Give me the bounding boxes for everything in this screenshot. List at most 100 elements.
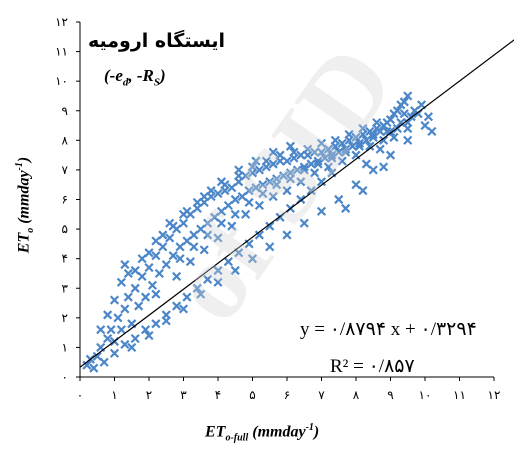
y-axis-label: ETo (mmday-1) (14, 156, 36, 254)
y-tick-label: ۷ (62, 163, 69, 177)
x-tick-label: ۸ (353, 388, 360, 402)
data-point (192, 197, 202, 208)
chart-title: ایستگاه ارومیه (88, 30, 226, 52)
r-squared: R² = ۰/۸۵۷ (330, 356, 415, 377)
data-point (316, 206, 327, 216)
data-point (296, 150, 306, 160)
y-axis-label-wrap: ETo (mmday-1) (12, 120, 38, 290)
data-point (427, 126, 437, 137)
data-point (282, 186, 292, 196)
data-point (103, 310, 113, 320)
data-point (109, 295, 120, 305)
data-point (116, 277, 126, 287)
data-point (330, 135, 340, 145)
data-point (213, 277, 223, 287)
data-point (203, 274, 213, 284)
data-point (113, 313, 123, 323)
x-tick-label: ۱۰ (419, 388, 432, 402)
data-point (96, 325, 106, 335)
data-point (278, 171, 289, 181)
data-point (341, 144, 351, 154)
data-point (299, 218, 309, 228)
data-point (237, 191, 247, 202)
data-point (120, 304, 130, 314)
data-point (168, 221, 178, 231)
regression-equation: y = ۰/۸۷۹۴ x + ۰/۳۲۹۴ (300, 319, 477, 340)
data-point (396, 118, 406, 128)
y-tick-label: ۰ (62, 370, 68, 384)
data-point (320, 153, 330, 163)
x-tick-label: ۱۲ (488, 388, 501, 402)
data-point (137, 254, 147, 264)
data-point (196, 224, 206, 234)
data-point (178, 218, 189, 228)
data-point (385, 150, 396, 160)
data-point (365, 141, 375, 151)
data-point (140, 325, 151, 335)
data-point (196, 289, 206, 299)
x-tick-label: ۶ (284, 388, 290, 402)
y-tick-label: ۳ (62, 281, 69, 295)
data-point (351, 180, 361, 190)
data-point (341, 203, 351, 213)
data-point (313, 156, 323, 166)
data-point (241, 171, 251, 181)
data-point (134, 301, 144, 311)
data-point (189, 242, 199, 252)
data-point (203, 230, 213, 240)
data-point (182, 206, 192, 216)
data-point (254, 230, 264, 240)
data-point (251, 183, 261, 193)
data-point (213, 265, 223, 276)
data-point (172, 271, 182, 281)
x-tick-label: ۵ (249, 388, 255, 402)
data-point (172, 301, 182, 311)
data-point (303, 144, 313, 154)
data-point (247, 254, 258, 264)
data-point (282, 230, 292, 240)
data-point (175, 242, 185, 252)
data-point (92, 351, 102, 361)
x-tick-label: ۱۱ (453, 388, 466, 402)
data-point (385, 115, 396, 125)
data-point (354, 141, 365, 151)
data-point (151, 236, 161, 246)
data-point (216, 218, 227, 228)
data-point (209, 212, 220, 222)
data-point (403, 91, 413, 101)
data-point (161, 310, 171, 320)
data-point (99, 357, 109, 367)
data-point (334, 147, 344, 157)
y-tick-label: ۸ (62, 133, 69, 147)
data-point (361, 135, 371, 145)
data-point (423, 112, 434, 122)
data-point (375, 126, 385, 137)
data-point (165, 233, 175, 243)
x-tick-label: ۴ (215, 388, 221, 402)
data-point (227, 221, 237, 231)
data-point (120, 339, 130, 350)
data-point (158, 230, 168, 240)
data-point (151, 289, 161, 299)
data-point (399, 97, 409, 107)
data-point (130, 283, 140, 293)
y-tick-label: ۱ (62, 340, 68, 354)
data-point (182, 292, 192, 302)
data-point (316, 177, 327, 187)
x-tick-label: ۳ (180, 388, 187, 402)
data-point (251, 156, 261, 166)
data-point (151, 319, 161, 329)
data-point (296, 177, 306, 187)
y-tick-label: ۲ (62, 311, 68, 325)
data-point (130, 333, 140, 344)
data-point (272, 180, 282, 190)
data-point (268, 191, 278, 202)
data-point (147, 280, 158, 290)
x-tick-label: ۰ (77, 388, 83, 402)
data-point (258, 180, 268, 190)
data-point (230, 194, 240, 205)
data-point (337, 156, 347, 166)
data-point (285, 174, 296, 184)
data-point (420, 120, 430, 131)
